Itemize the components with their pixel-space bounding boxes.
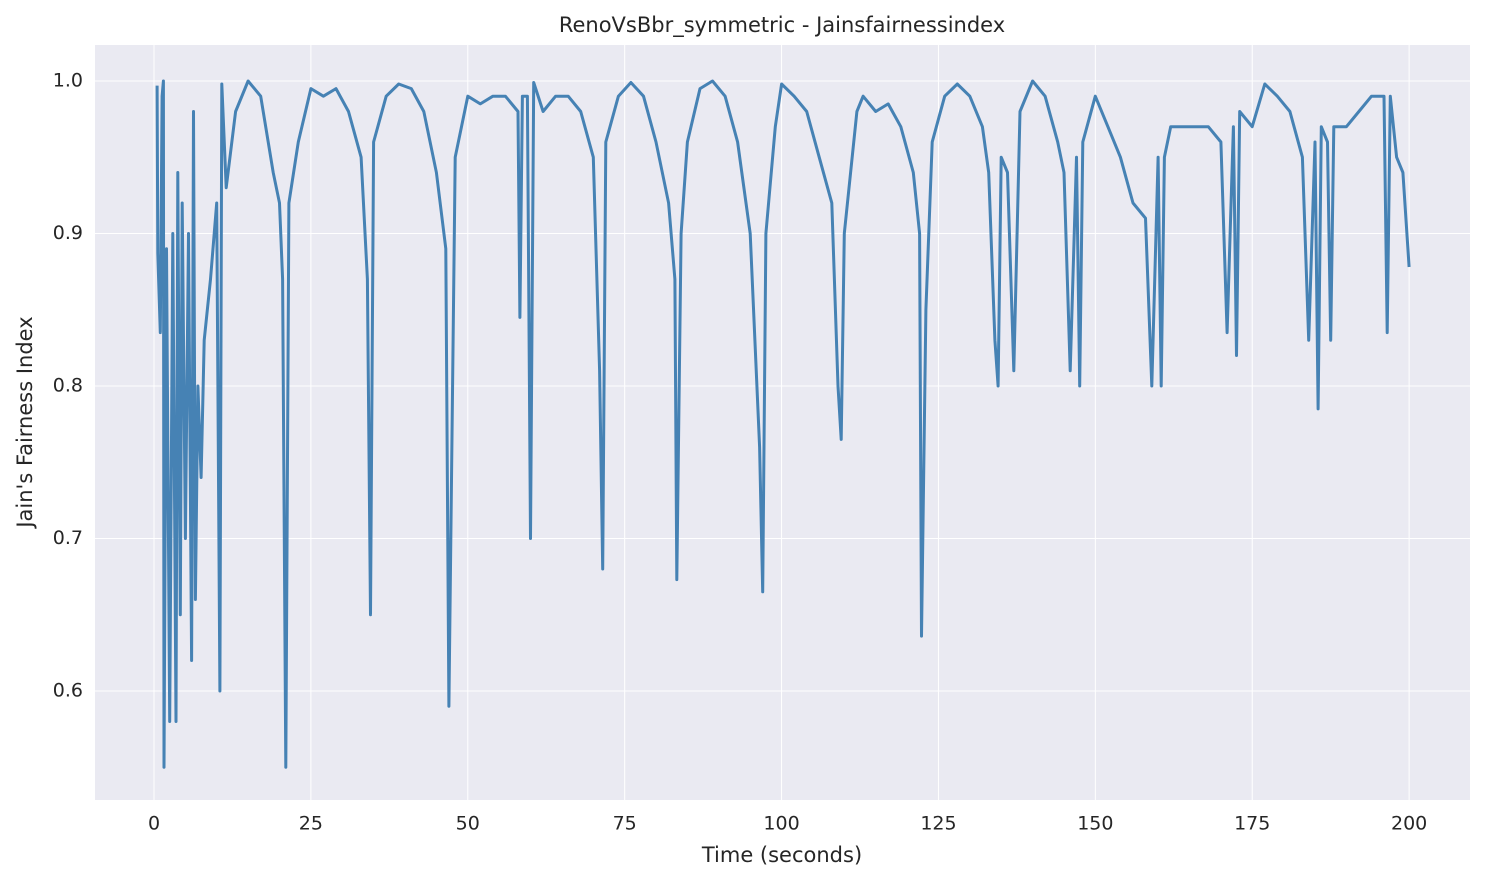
x-tick-label: 200 xyxy=(1391,813,1427,835)
x-tick-label: 25 xyxy=(299,813,323,835)
x-tick-label: 50 xyxy=(456,813,480,835)
y-axis-label: Jain's Fairness Index xyxy=(13,316,37,529)
y-tick-label: 0.9 xyxy=(53,222,83,244)
x-axis-label: Time (seconds) xyxy=(701,843,862,867)
x-tick-label: 0 xyxy=(148,813,160,835)
chart-title: RenoVsBbr_symmetric - Jainsfairnessindex xyxy=(559,13,1005,38)
x-tick-label: 175 xyxy=(1234,813,1270,835)
x-tick-label: 150 xyxy=(1077,813,1113,835)
plot-area xyxy=(95,45,1470,800)
y-tick-label: 1.0 xyxy=(53,69,83,91)
y-tick-label: 0.6 xyxy=(53,679,83,701)
y-tick-label: 0.8 xyxy=(53,374,83,396)
y-tick-label: 0.7 xyxy=(53,527,83,549)
x-tick-label: 75 xyxy=(613,813,637,835)
x-tick-label: 100 xyxy=(763,813,799,835)
x-tick-label: 125 xyxy=(920,813,956,835)
data-line xyxy=(155,79,1411,769)
